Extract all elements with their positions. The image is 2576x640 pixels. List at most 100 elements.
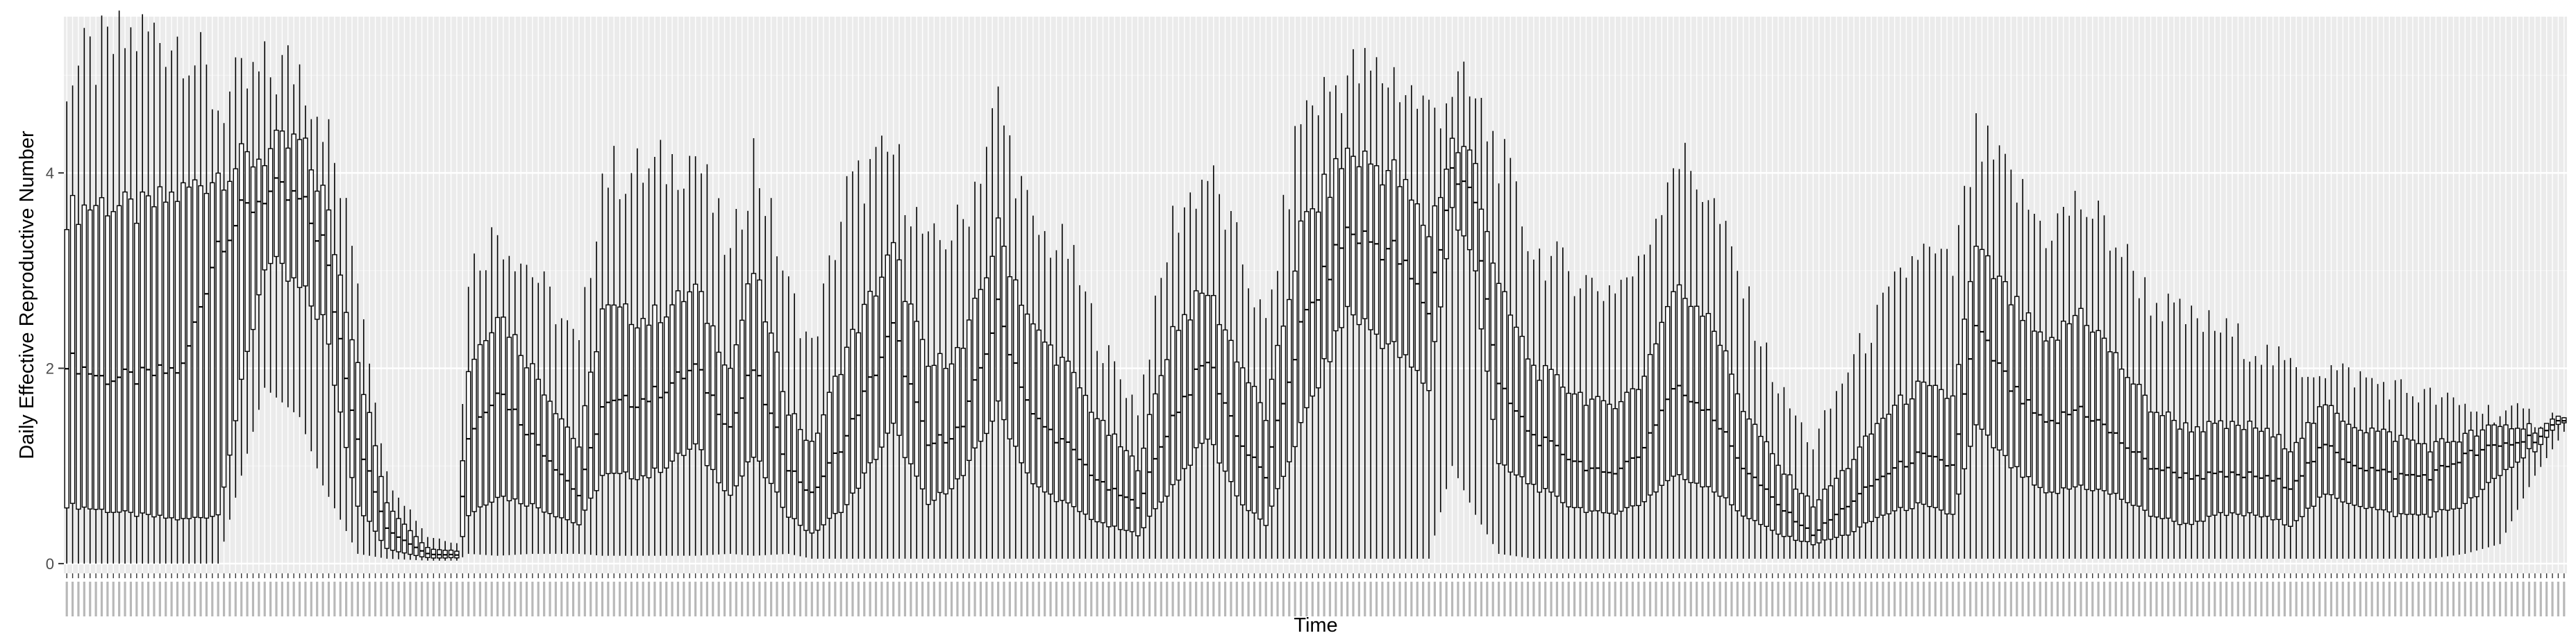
box-iqr xyxy=(320,185,326,316)
x-tick-label xyxy=(2080,582,2082,616)
box-iqr xyxy=(2101,337,2107,491)
x-tick-label xyxy=(1753,582,1757,616)
x-tick-label xyxy=(420,582,424,616)
box-iqr xyxy=(267,148,274,264)
box-iqr xyxy=(2078,308,2084,486)
x-tick-label xyxy=(2388,582,2391,616)
x-tick-label xyxy=(991,582,994,616)
box-iqr xyxy=(1891,405,1898,512)
box-iqr xyxy=(1519,335,1525,478)
box-iqr xyxy=(1019,305,1024,464)
box-iqr xyxy=(151,206,157,518)
x-tick-label xyxy=(194,582,196,616)
box-iqr xyxy=(390,510,396,551)
x-tick-label xyxy=(1916,582,1919,616)
box-iqr xyxy=(838,373,844,513)
box-iqr xyxy=(1939,389,1944,511)
box-iqr xyxy=(2218,420,2223,514)
x-tick-label xyxy=(1905,582,1908,616)
box-iqr xyxy=(1886,414,1892,514)
box-iqr xyxy=(535,378,541,509)
box-iqr xyxy=(1566,392,1571,507)
x-tick-label xyxy=(2423,582,2426,616)
x-tick-label xyxy=(1823,582,1826,616)
x-tick-label xyxy=(1800,582,1803,616)
x-tick-label xyxy=(886,582,889,616)
x-tick-label xyxy=(269,582,272,616)
box-iqr xyxy=(2305,422,2311,509)
box-iqr xyxy=(1106,435,1112,528)
box-iqr xyxy=(1030,323,1036,485)
box-iqr xyxy=(2439,438,2445,510)
box-iqr xyxy=(1065,360,1071,504)
x-tick-label xyxy=(1328,582,1332,616)
x-tick-label xyxy=(304,582,307,616)
box-iqr xyxy=(518,355,524,505)
x-tick-label xyxy=(1212,582,1215,616)
x-tick-label xyxy=(2033,582,2036,616)
x-tick-label xyxy=(461,582,464,616)
x-tick-label xyxy=(1963,582,1966,616)
x-tick-label xyxy=(1584,582,1587,616)
box-iqr xyxy=(780,391,786,508)
x-tick-label xyxy=(2050,582,2053,616)
x-tick-label xyxy=(1625,582,1628,616)
box-iqr xyxy=(1712,330,1717,493)
box-iqr xyxy=(2136,384,2142,507)
box-iqr xyxy=(2416,443,2421,516)
box-iqr xyxy=(2113,352,2118,494)
x-tick-label xyxy=(298,582,301,616)
x-tick-label xyxy=(124,582,126,616)
x-tick-label xyxy=(1852,582,1855,616)
box-iqr xyxy=(1746,418,1752,519)
x-tick-label xyxy=(1044,582,1046,616)
box-iqr xyxy=(2090,331,2096,491)
box-iqr xyxy=(1636,389,1641,507)
box-iqr xyxy=(1944,398,1950,515)
box-iqr xyxy=(902,301,908,458)
x-tick-label xyxy=(2417,582,2420,616)
x-tick-label xyxy=(426,582,429,616)
x-tick-label xyxy=(1433,582,1436,616)
x-tick-label xyxy=(2016,582,2018,616)
x-tick-label xyxy=(1130,582,1134,616)
box-iqr xyxy=(1863,435,1868,523)
x-tick-label xyxy=(327,582,331,616)
box-iqr xyxy=(1647,353,1653,496)
x-tick-label xyxy=(368,582,371,616)
box-iqr xyxy=(786,414,792,518)
x-tick-label xyxy=(944,582,947,616)
x-tick-label xyxy=(2353,582,2356,616)
box-iqr xyxy=(1239,367,1246,506)
box-series xyxy=(64,10,2567,564)
box-iqr xyxy=(1671,291,1676,477)
box-iqr xyxy=(1350,155,1356,316)
box-iqr xyxy=(274,129,279,258)
x-tick-label xyxy=(1078,582,1081,616)
box-iqr xyxy=(221,190,227,488)
box-iqr xyxy=(2328,405,2334,496)
x-tick-label xyxy=(205,582,208,616)
x-tick-label xyxy=(514,582,517,616)
x-tick-label xyxy=(2493,582,2495,616)
x-tick-label xyxy=(2516,582,2519,616)
x-tick-label xyxy=(2434,582,2437,616)
x-tick-label xyxy=(583,582,586,616)
box-iqr xyxy=(844,346,850,505)
x-tick-label xyxy=(1317,582,1320,616)
x-tick-label xyxy=(543,582,546,616)
box-iqr xyxy=(931,364,937,501)
x-tick-label xyxy=(89,582,92,616)
x-tick-label xyxy=(1957,582,1960,616)
x-tick-label xyxy=(1346,582,1349,616)
x-tick-label xyxy=(1474,582,1477,616)
box-iqr xyxy=(343,312,349,448)
x-tick-label xyxy=(1631,582,1634,616)
box-iqr xyxy=(279,130,285,264)
x-tick-label xyxy=(112,582,115,616)
box-iqr xyxy=(757,279,762,462)
box-iqr xyxy=(81,204,87,508)
x-tick-label xyxy=(2009,582,2012,616)
x-tick-label xyxy=(1288,582,1291,616)
x-tick-label xyxy=(2149,582,2152,616)
